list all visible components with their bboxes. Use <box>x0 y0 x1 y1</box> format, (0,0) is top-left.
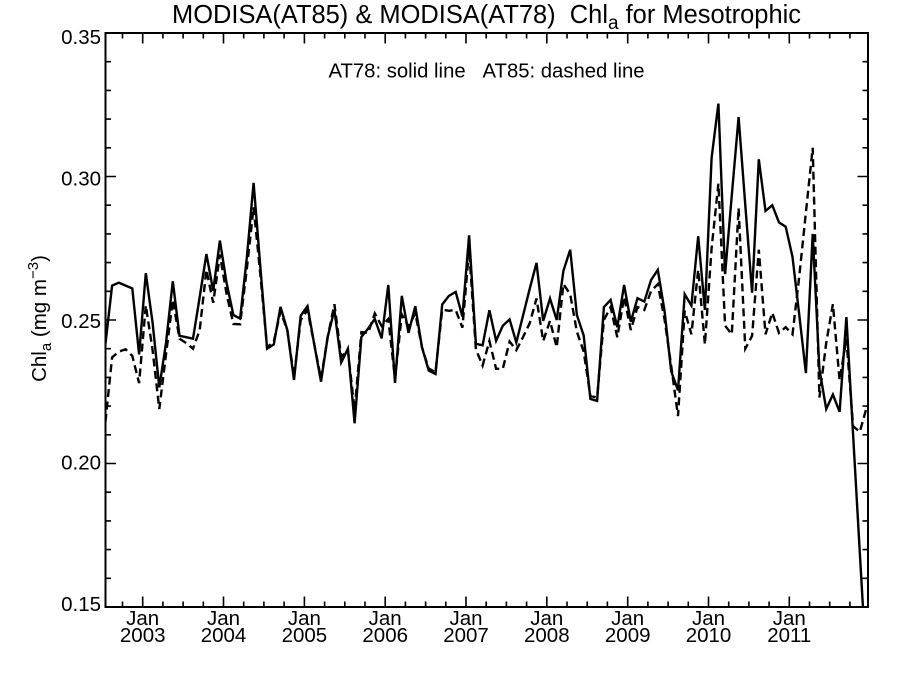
svg-text:2007: 2007 <box>443 624 489 647</box>
svg-text:0.35: 0.35 <box>61 26 101 49</box>
svg-text:AT78: solid line AT85: dashe: AT78: solid line AT85: dashed line <box>328 61 644 83</box>
svg-text:2005: 2005 <box>282 624 328 647</box>
svg-text:Jan: Jan <box>126 607 159 630</box>
svg-text:Jan: Jan <box>692 607 725 630</box>
svg-text:2010: 2010 <box>686 624 732 647</box>
svg-text:2011: 2011 <box>767 624 811 647</box>
svg-text:2008: 2008 <box>524 624 570 647</box>
svg-text:MODISA(AT85) & MODISA(AT78) C: MODISA(AT85) & MODISA(AT78) Chla for Mes… <box>172 1 801 34</box>
svg-text:Jan: Jan <box>207 607 240 630</box>
svg-text:2006: 2006 <box>362 624 408 647</box>
svg-text:2009: 2009 <box>605 624 651 647</box>
svg-text:Jan: Jan <box>611 607 644 630</box>
svg-text:Jan: Jan <box>773 607 806 630</box>
svg-text:Jan: Jan <box>369 607 402 630</box>
svg-text:0.15: 0.15 <box>61 593 101 616</box>
svg-text:Jan: Jan <box>288 607 321 630</box>
svg-text:2004: 2004 <box>201 624 247 647</box>
svg-text:0.25: 0.25 <box>61 310 101 333</box>
svg-text:Jan: Jan <box>449 607 482 630</box>
svg-text:Jan: Jan <box>530 607 563 630</box>
svg-text:0.30: 0.30 <box>61 167 101 190</box>
svg-text:0.20: 0.20 <box>61 451 101 474</box>
svg-text:2003: 2003 <box>120 624 166 647</box>
